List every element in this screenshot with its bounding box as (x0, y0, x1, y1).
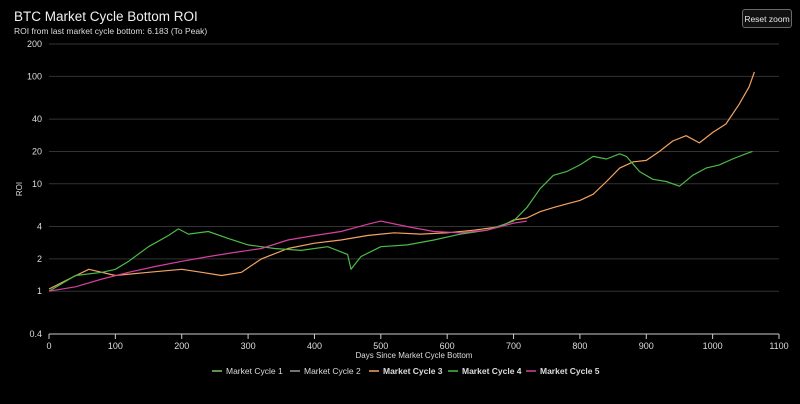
x-tick-label: 1000 (703, 341, 723, 351)
x-tick-label: 100 (108, 341, 123, 351)
chart-subtitle: ROI from last market cycle bottom: 6.183… (14, 26, 208, 36)
y-tick-label: 20 (32, 146, 42, 156)
x-axis-ticks: 0 100 200 300 400 500 600 700 800 900 1000 1100 (46, 334, 789, 351)
x-tick-label: 500 (373, 341, 388, 351)
chart-legend: Market Cycle 1 Market Cycle 2 Market Cycle… (212, 366, 600, 376)
chart-title: BTC Market Cycle Bottom ROI (14, 9, 198, 24)
legend-label: Market Cycle 5 (540, 366, 600, 376)
legend-item-market-cycle-4[interactable]: Market Cycle 4 (448, 366, 522, 376)
y-tick-label: 100 (27, 71, 42, 81)
legend-item-market-cycle-2[interactable]: Market Cycle 2 (290, 366, 361, 376)
series-line-market-cycle-5 (48, 220, 527, 292)
y-tick-label: 200 (27, 39, 42, 49)
x-tick-label: 700 (506, 341, 521, 351)
y-tick-label: 10 (32, 179, 42, 189)
y-tick-label: 40 (32, 114, 42, 124)
legend-label: Market Cycle 4 (462, 366, 522, 376)
chart-gridlines (49, 43, 779, 335)
legend-item-market-cycle-3[interactable]: Market Cycle 3 (369, 366, 443, 376)
y-tick-label: 0.4 (29, 329, 42, 339)
y-tick-label: 2 (37, 254, 42, 264)
x-tick-label: 900 (639, 341, 654, 351)
x-tick-label: 300 (241, 341, 256, 351)
y-tick-label: 1 (37, 286, 42, 296)
x-tick-label: 200 (174, 341, 189, 351)
legend-item-market-cycle-1[interactable]: Market Cycle 1 (212, 366, 283, 376)
legend-label: Market Cycle 1 (226, 366, 283, 376)
x-tick-label: 1100 (769, 341, 788, 351)
chart-series (48, 71, 755, 292)
x-axis-title: Days Since Market Cycle Bottom (356, 351, 473, 360)
x-tick-label: 800 (572, 341, 587, 351)
series-line-market-cycle-3 (48, 71, 755, 290)
reset-zoom-button[interactable]: Reset zoom (742, 9, 792, 28)
legend-label: Market Cycle 3 (383, 366, 443, 376)
y-axis-title: ROI (15, 182, 24, 196)
x-tick-label: 400 (307, 341, 322, 351)
y-tick-label: 4 (37, 222, 42, 232)
x-tick-label: 600 (440, 341, 455, 351)
legend-label: Market Cycle 2 (304, 366, 361, 376)
x-tick-label: 0 (46, 341, 51, 351)
legend-item-market-cycle-5[interactable]: Market Cycle 5 (526, 366, 600, 376)
series-line-market-cycle-4 (48, 150, 753, 292)
y-axis-ticks: 0.4 1 2 4 10 20 40 100 200 (27, 39, 42, 339)
